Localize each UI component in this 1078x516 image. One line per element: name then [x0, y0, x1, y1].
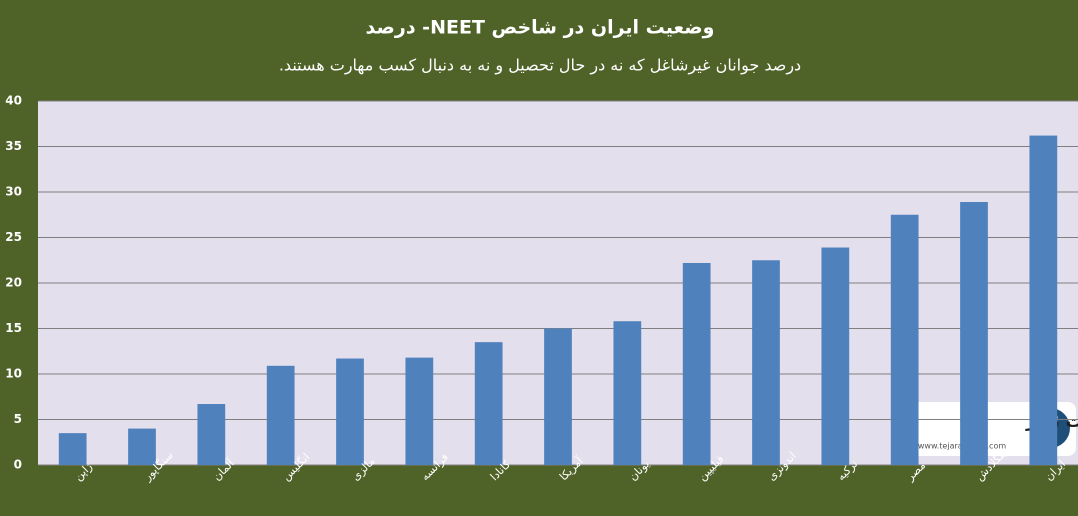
chart-subtitle: درصد جوانان غیرشاغل که نه در حال تحصیل و…: [279, 56, 801, 76]
bar: [821, 247, 850, 465]
bar: [1029, 135, 1058, 465]
bar: [474, 342, 503, 465]
bar: [336, 358, 364, 465]
bar: [682, 262, 711, 465]
y-tick-label: 40: [5, 94, 22, 108]
bar: [128, 428, 156, 465]
bar: [613, 321, 642, 465]
bar: [960, 202, 988, 465]
y-tick-label: 5: [14, 412, 22, 426]
bar: [266, 365, 295, 465]
bar: [405, 357, 434, 465]
bar: [752, 260, 780, 465]
y-tick-label: 30: [5, 185, 22, 199]
y-tick-label: 20: [5, 276, 22, 290]
y-tick-label: 25: [5, 230, 22, 244]
y-tick-label: 35: [5, 139, 22, 153]
y-tick-label: 15: [5, 321, 22, 335]
bar: [197, 404, 226, 465]
bar: [890, 214, 919, 465]
y-tick-label: 0: [14, 458, 22, 472]
y-tick-label: 10: [5, 367, 22, 381]
chart-title: وضعیت ایران در شاخص NEET- درصد: [366, 17, 715, 39]
bar: [544, 328, 572, 465]
bar: [58, 433, 87, 465]
